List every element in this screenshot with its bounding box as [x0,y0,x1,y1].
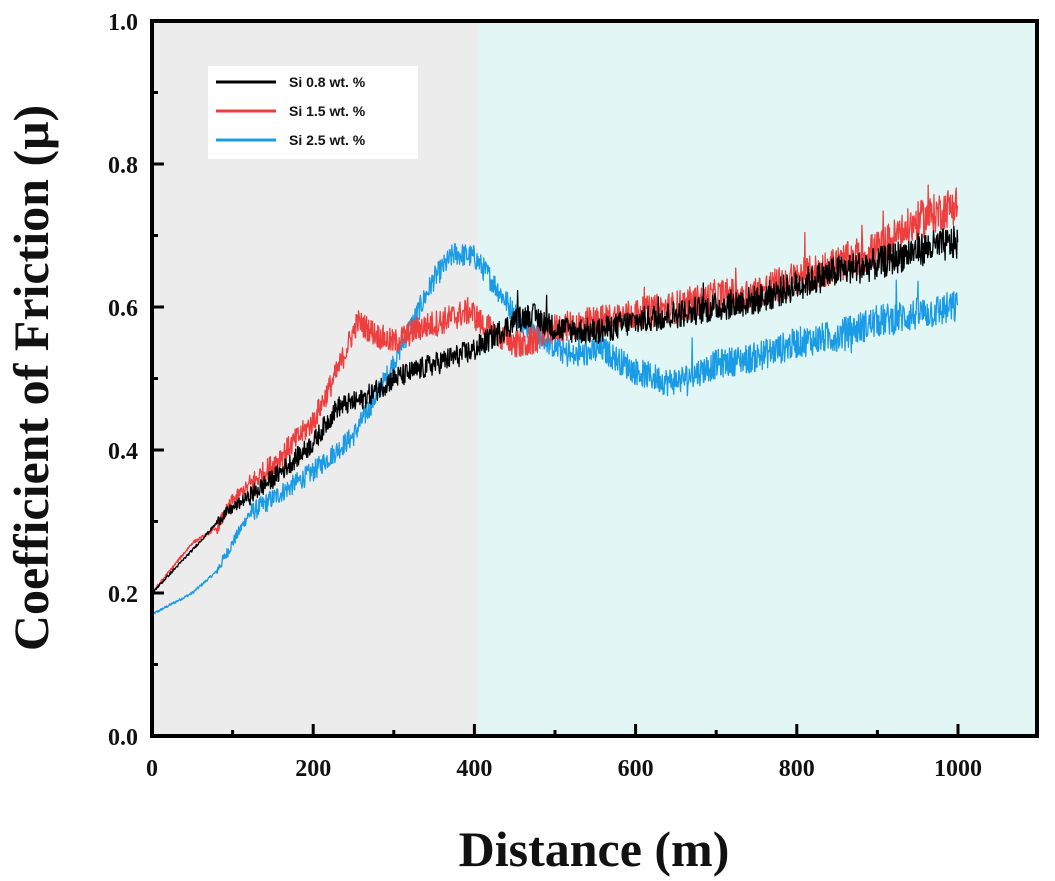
series-lines [151,184,959,616]
x-axis-ticks: 0 200 400 600 800 1000 [146,724,982,782]
y-tick-label: 0.6 [108,296,138,322]
shaded-region-steady-state [478,21,1037,736]
x-tick-label: 600 [618,756,654,782]
series-line-1 [151,225,959,593]
legend: Si 0.8 wt. % Si 1.5 wt. % Si 2.5 wt. % [208,66,418,159]
y-tick-label: 0.8 [108,153,138,179]
series-line-3 [151,243,959,616]
x-tick-label: 800 [779,756,815,782]
y-axis-title: Coefficient of Friction (μ) [3,105,59,651]
y-tick-label: 1.0 [108,10,138,36]
x-tick-label: 400 [456,756,492,782]
y-tick-label: 0.2 [108,582,138,608]
x-tick-label: 0 [146,756,158,782]
y-tick-label: 0.0 [108,725,138,751]
legend-label-1: Si 0.8 wt. % [289,74,366,90]
legend-label-3: Si 2.5 wt. % [289,132,366,148]
x-axis-title: Distance (m) [459,821,730,877]
x-tick-label: 1000 [934,756,982,782]
y-tick-label: 0.4 [108,439,138,465]
x-tick-label: 200 [295,756,331,782]
legend-label-2: Si 1.5 wt. % [289,103,366,119]
y-axis-ticks: 0.0 0.2 0.4 0.6 0.8 1.0 [108,10,164,751]
